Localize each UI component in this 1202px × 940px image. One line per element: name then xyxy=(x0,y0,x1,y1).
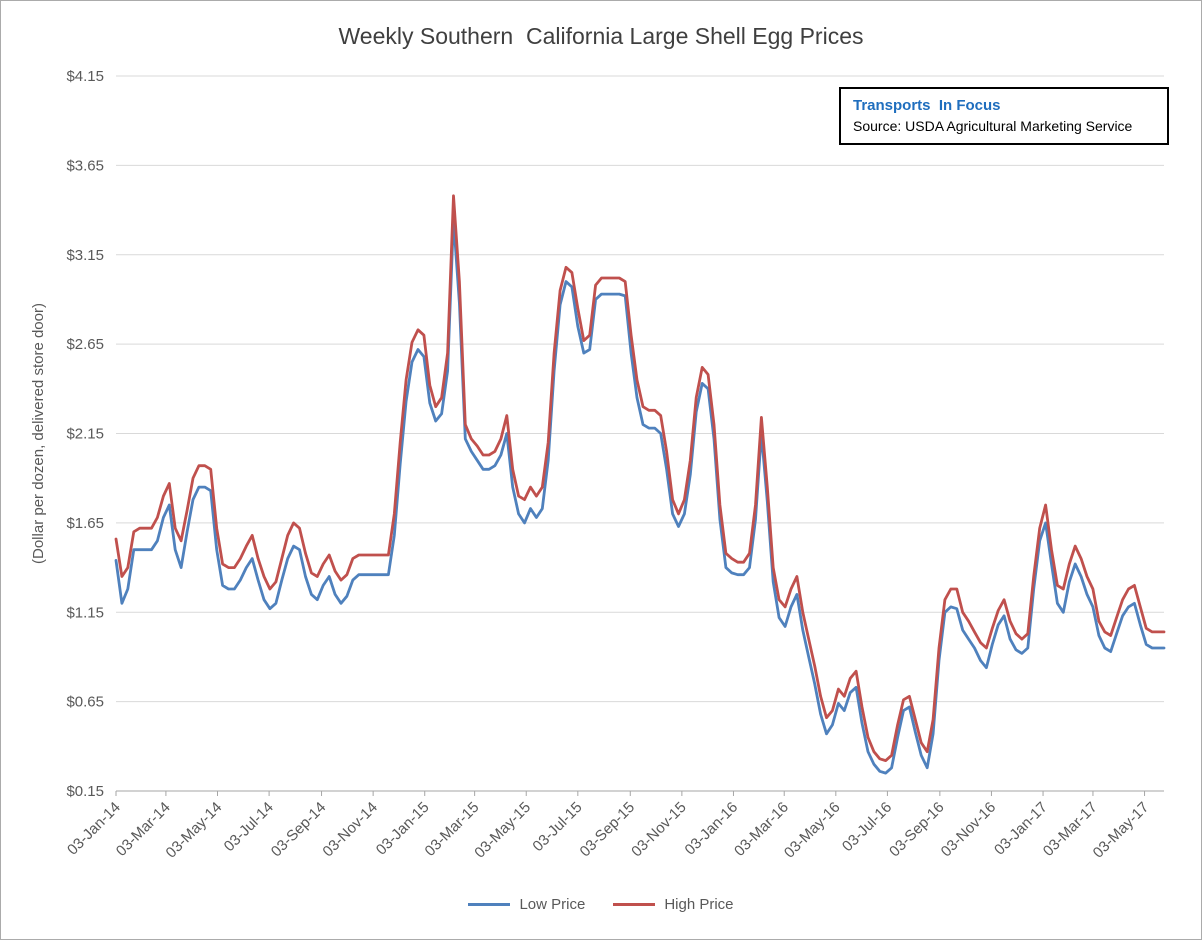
x-tick-label: 03-Sep-15 xyxy=(577,799,639,861)
x-tick-label: 03-Sep-16 xyxy=(886,799,948,861)
y-tick-label: $1.15 xyxy=(66,604,104,621)
x-tick-label: 03-Sep-14 xyxy=(268,799,330,861)
y-tick-label: $0.15 xyxy=(66,783,104,800)
y-tick-label: $4.15 xyxy=(66,68,104,85)
y-tick-label: $0.65 xyxy=(66,694,104,711)
legend-swatch xyxy=(613,903,656,906)
y-tick-label: $2.65 xyxy=(66,336,104,353)
y-axis-title: (Dollar per dozen, delivered store door) xyxy=(30,303,47,564)
x-tick-label: 03-May-17 xyxy=(1090,799,1153,862)
low-price-line xyxy=(114,217,1166,775)
x-tick-label: 03-Nov-16 xyxy=(938,799,1000,861)
x-tick-label: 03-May-14 xyxy=(163,799,226,862)
legend-item-low-price: Low Price xyxy=(468,896,585,913)
legend-label: Low Price xyxy=(519,896,586,913)
x-tick-label: 03-May-16 xyxy=(781,799,844,862)
x-tick-label: 03-Nov-15 xyxy=(628,799,690,861)
y-tick-label: $1.65 xyxy=(66,515,104,532)
source-annotation-box: Transports In Focus Source: USDA Agricul… xyxy=(839,87,1169,145)
legend: Low Price High Price xyxy=(1,896,1201,913)
annotation-source: Source: USDA Agricultural Marketing Serv… xyxy=(853,118,1133,134)
y-tick-label: $2.15 xyxy=(66,426,104,443)
y-tick-label: $3.15 xyxy=(66,247,104,264)
x-tick-label: 03-May-15 xyxy=(471,799,534,862)
y-tick-label: $3.65 xyxy=(66,157,104,174)
x-tick-label: 03-Nov-14 xyxy=(319,799,381,861)
legend-label: High Price xyxy=(664,896,734,913)
legend-item-high-price: High Price xyxy=(613,896,734,913)
chart-title: Weekly Southern California Large Shell E… xyxy=(338,23,864,49)
high-price-line xyxy=(114,194,1166,762)
annotation-brand: Transports In Focus xyxy=(853,97,1001,114)
legend-swatch xyxy=(468,903,511,906)
